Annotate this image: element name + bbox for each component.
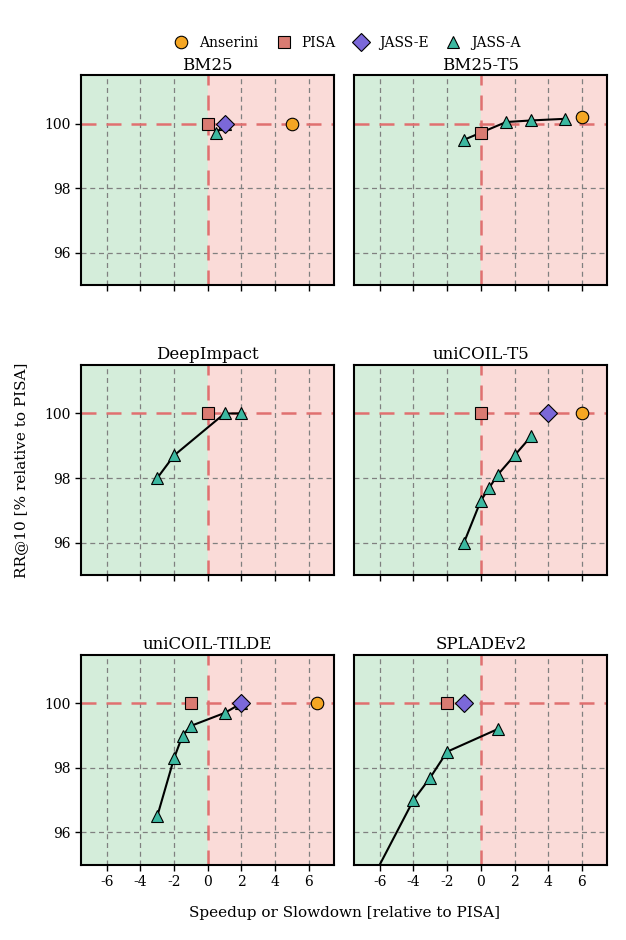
Bar: [208, 365, 334, 575]
Bar: [81, 365, 208, 575]
Text: RR@10 [% relative to PISA]: RR@10 [% relative to PISA]: [14, 362, 28, 578]
Bar: [208, 75, 334, 285]
Title: SPLADEv2: SPLADEv2: [435, 636, 526, 653]
Bar: [354, 75, 481, 285]
Bar: [481, 365, 607, 575]
Bar: [354, 365, 481, 575]
Title: uniCOIL-TILDE: uniCOIL-TILDE: [143, 636, 272, 653]
Bar: [81, 655, 208, 865]
Bar: [354, 655, 481, 865]
Bar: [481, 655, 607, 865]
Title: DeepImpact: DeepImpact: [156, 347, 259, 364]
Bar: [208, 655, 334, 865]
Title: uniCOIL-T5: uniCOIL-T5: [433, 347, 529, 364]
Bar: [81, 75, 208, 285]
Title: BM25-T5: BM25-T5: [443, 56, 520, 73]
Bar: [481, 75, 607, 285]
Legend: Anserini, PISA, JASS-E, JASS-A: Anserini, PISA, JASS-E, JASS-A: [162, 30, 526, 55]
Title: BM25: BM25: [183, 56, 233, 73]
Text: Speedup or Slowdown [relative to PISA]: Speedup or Slowdown [relative to PISA]: [189, 905, 500, 919]
